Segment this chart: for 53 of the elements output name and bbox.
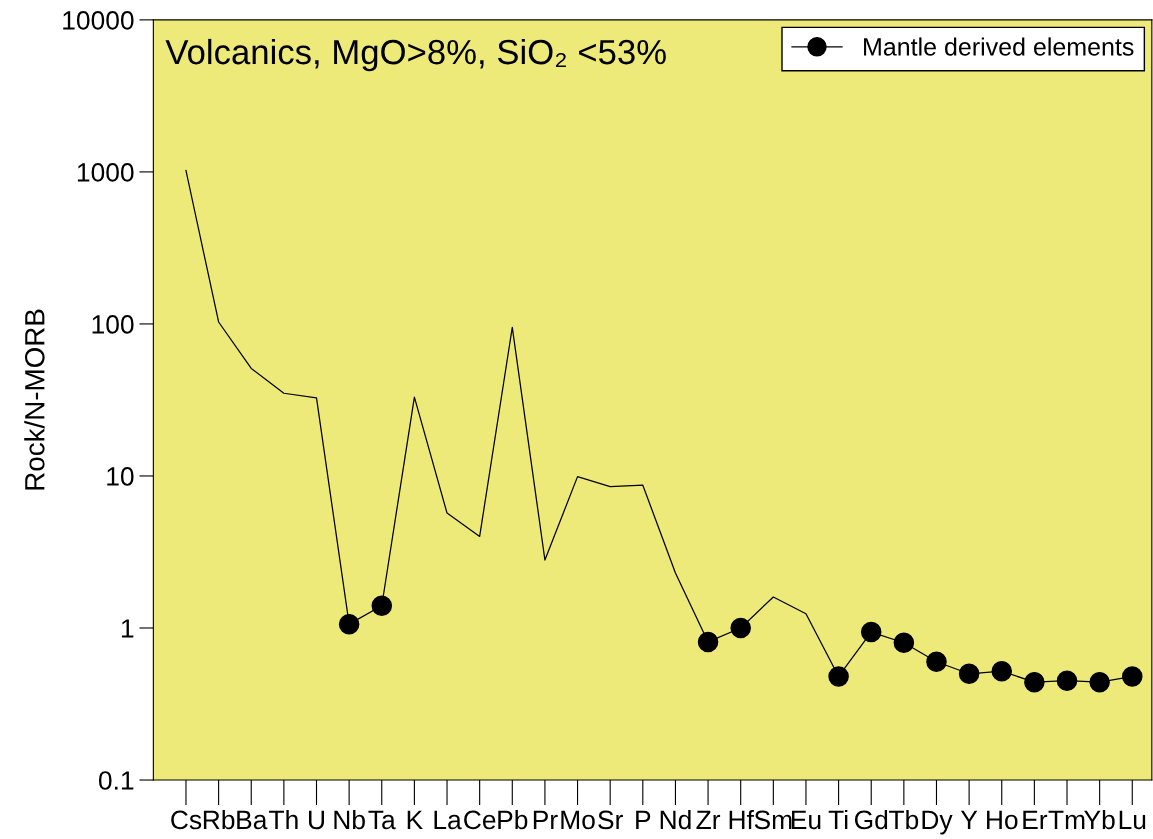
y-axis-title: Rock/N-MORB	[24, 309, 45, 490]
x-tick-label: Lu	[1119, 810, 1146, 830]
y-tick-label: 100	[92, 315, 134, 334]
x-tick-label: Th	[269, 809, 298, 829]
x-tick-label: Rb	[203, 809, 235, 830]
point	[828, 666, 849, 687]
x-tick-label: P	[636, 810, 651, 829]
x-tick-label: K	[407, 810, 423, 829]
point	[730, 617, 751, 639]
point	[860, 621, 882, 643]
x-tick-label: Tm	[1048, 810, 1085, 829]
x-tick-label: Nd	[660, 809, 691, 830]
x-tick-label: Pr	[533, 810, 558, 829]
y-tick-label: 1	[121, 619, 134, 638]
x-tick-label: Gd	[854, 809, 888, 830]
point	[1024, 671, 1045, 693]
point	[1056, 670, 1078, 691]
x-tick-label: Hf	[729, 809, 754, 829]
x-tick-label: Er	[1023, 810, 1048, 829]
y-tick-label: 0.1	[98, 771, 134, 790]
x-tick-label: Eu	[791, 810, 821, 830]
text: Volcanics, MgO>8%, SiO₂ <53%	[165, 38, 666, 72]
x-tick-label: Ce	[464, 810, 496, 830]
point	[371, 595, 393, 617]
x-tick-label: Sr	[598, 810, 623, 830]
x-tick-label: U	[309, 810, 324, 830]
point	[338, 613, 360, 635]
point	[991, 660, 1013, 682]
x-tick-label: Mo	[561, 810, 595, 830]
x-tick-label: Tb	[889, 809, 919, 830]
x-tick-label: La	[434, 810, 462, 830]
x-tick-label: Y	[960, 810, 978, 829]
y-tick-label: 10	[107, 467, 134, 486]
x-tick-label: Sm	[754, 810, 792, 830]
point	[1122, 666, 1143, 687]
x-tick-label: Ti	[828, 809, 848, 829]
y-tick-label: 10000	[63, 11, 134, 30]
x-tick-label: Ta	[368, 810, 396, 830]
y-tick-label: 1000	[77, 163, 134, 182]
point	[926, 651, 947, 672]
x-tick-label: Yb	[1084, 809, 1115, 830]
x-tick-label: Cs	[171, 810, 202, 830]
legend-label: Mantle derived elements	[864, 37, 1134, 56]
point	[893, 632, 915, 653]
x-tick-label: Ba	[237, 810, 268, 830]
point	[697, 631, 719, 653]
point	[958, 663, 980, 685]
x-tick-label: Zr	[696, 810, 721, 829]
x-tick-label: Dy	[922, 810, 953, 835]
point	[1089, 671, 1110, 693]
x-tick-label: Pb	[498, 809, 528, 830]
x-tick-label: Nb	[334, 809, 365, 830]
x-tick-label: Ho	[987, 810, 1018, 830]
